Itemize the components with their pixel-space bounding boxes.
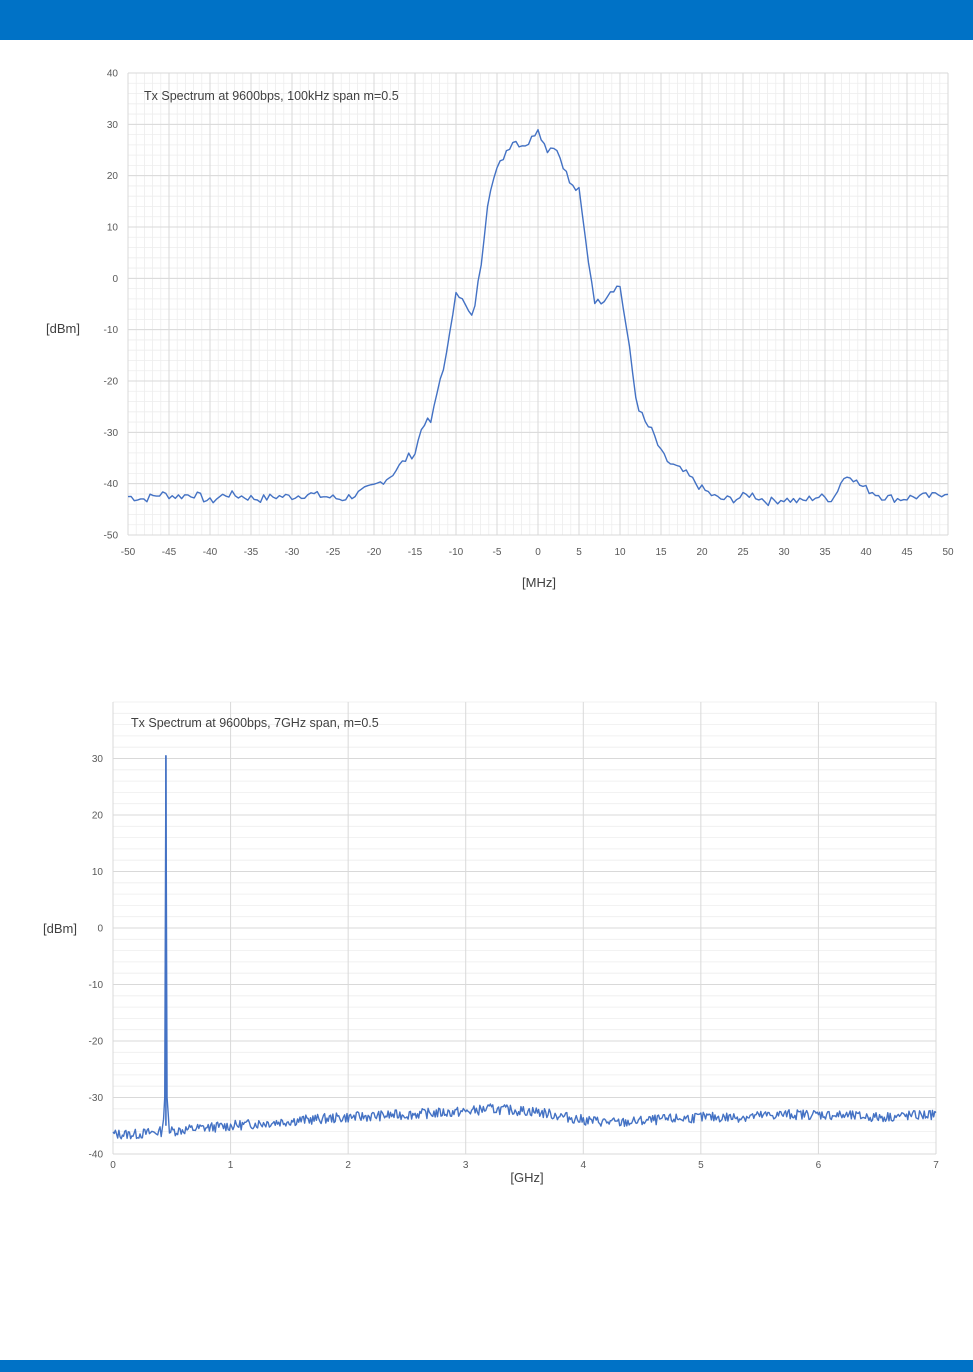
y-tick-label: 40: [107, 69, 119, 80]
x-tick-label: 2: [345, 1160, 351, 1171]
y-tick-label: -40: [104, 479, 119, 490]
x-tick-label: -45: [162, 547, 177, 558]
y-tick-label: 30: [107, 120, 119, 131]
y-tick-label: -10: [89, 980, 104, 991]
x-tick-label: 30: [778, 547, 790, 558]
series-line: [112, 754, 937, 1140]
y-tick-label: 10: [92, 867, 104, 878]
x-tick-label: 5: [576, 547, 582, 558]
x-tick-label: -5: [493, 547, 502, 558]
x-tick-label: 35: [819, 547, 831, 558]
y-axis-label: [dBm]: [46, 321, 80, 336]
y-tick-label: 10: [107, 223, 119, 234]
x-tick-label: -30: [285, 547, 300, 558]
x-tick-label: 0: [110, 1160, 116, 1171]
chart-ghz-span: -40 -30 -20 -10 0 10 20 30 0 1 2 3 4 5 6 7 Tx Spectrum…: [43, 701, 939, 1185]
x-tick-label: 5: [698, 1160, 704, 1171]
x-tick-label: 50: [942, 547, 954, 558]
y-tick-label: -20: [89, 1037, 104, 1048]
chart-title: Tx Spectrum at 9600bps, 7GHz span, m=0.5: [131, 716, 379, 730]
y-tick-label: 30: [92, 754, 104, 765]
y-tick-label: 0: [112, 274, 118, 285]
x-tick-label: 3: [463, 1160, 469, 1171]
x-tick-label: -50: [121, 547, 136, 558]
y-tick-label: -20: [104, 377, 119, 388]
x-tick-label: 10: [614, 547, 626, 558]
y-tick-label: 0: [97, 924, 103, 935]
x-tick-label: -35: [244, 547, 259, 558]
x-tick-label: 15: [655, 547, 667, 558]
x-tick-label: -25: [326, 547, 341, 558]
y-tick-label: 20: [92, 811, 104, 822]
x-tick-label: 20: [696, 547, 708, 558]
y-tick-label: -50: [104, 531, 119, 542]
x-tick-label: -10: [449, 547, 464, 558]
y-tick-label: 20: [107, 171, 119, 182]
x-tick-label: 7: [933, 1160, 939, 1171]
x-tick-label: 0: [535, 547, 541, 558]
y-tick-label: -40: [89, 1150, 104, 1161]
x-tick-label: 6: [816, 1160, 822, 1171]
x-tick-label: -15: [408, 547, 423, 558]
x-axis-label: [GHz]: [510, 1170, 543, 1185]
series-group: [112, 754, 937, 1140]
y-tick-labels: -50 -40 -30 -20 -10 0 10 20 30 40: [104, 69, 119, 542]
y-tick-label: -10: [104, 325, 119, 336]
y-axis-label: [dBm]: [43, 921, 77, 936]
header-band: [0, 0, 973, 40]
x-tick-labels: 0 1 2 3 4 5 6 7: [110, 1160, 939, 1171]
x-axis-label: [MHz]: [522, 575, 556, 590]
y-tick-label: -30: [89, 1093, 104, 1104]
x-tick-label: 40: [860, 547, 872, 558]
y-tick-labels: -40 -30 -20 -10 0 10 20 30: [89, 754, 104, 1161]
x-tick-label: 4: [581, 1160, 587, 1171]
y-tick-label: -30: [104, 428, 119, 439]
grid: [112, 701, 937, 1155]
grid: [127, 72, 949, 536]
x-tick-labels: -50 -45 -40 -35 -30 -25 -20 -15 -10 -5 0 5 10 15 20 25 3…: [121, 547, 954, 558]
x-tick-label: 1: [228, 1160, 234, 1171]
chart-title: Tx Spectrum at 9600bps, 100kHz span m=0.…: [144, 89, 399, 103]
footer-band: [0, 1360, 973, 1372]
x-tick-label: -20: [367, 547, 382, 558]
x-tick-label: 25: [737, 547, 749, 558]
x-tick-label: -40: [203, 547, 218, 558]
x-tick-label: 45: [901, 547, 913, 558]
series-group: [127, 128, 949, 507]
series-line: [127, 128, 949, 507]
